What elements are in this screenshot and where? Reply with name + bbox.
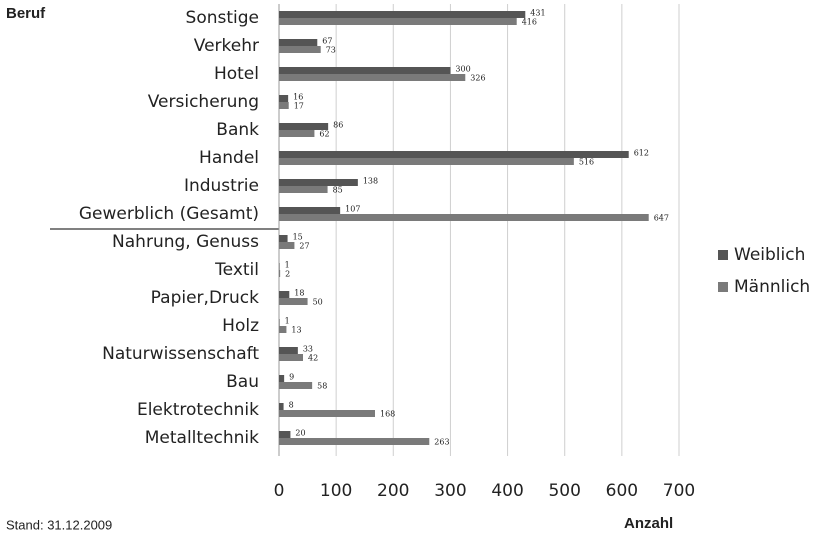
data-label: 73: [326, 46, 336, 55]
x-tick-label: 100: [320, 481, 352, 501]
data-label: 85: [333, 186, 343, 195]
bar: [279, 326, 287, 333]
x-tick-label: 600: [606, 481, 638, 501]
y-tick-label: Metalltechnik: [145, 428, 259, 448]
bar: [279, 186, 328, 193]
bar: [279, 179, 358, 186]
y-tick-label: Nahrung, Genuss: [112, 232, 259, 252]
data-label: 612: [634, 149, 649, 158]
data-label: 13: [291, 326, 301, 335]
data-label: 263: [434, 438, 449, 447]
bar: [279, 375, 285, 382]
bar: [279, 270, 281, 277]
data-label: 58: [317, 382, 327, 391]
x-tick-label: 0: [274, 481, 285, 501]
data-label: 138: [363, 177, 378, 186]
data-label: 50: [313, 298, 323, 307]
y-tick-label: Handel: [199, 148, 259, 168]
x-tick-label: 700: [663, 481, 695, 501]
data-label: 42: [308, 354, 318, 363]
data-label: 18: [294, 289, 304, 298]
bar: [279, 102, 289, 109]
bar: [279, 158, 574, 165]
data-label: 8: [289, 401, 294, 410]
data-label: 27: [299, 242, 309, 251]
x-tick-label: 500: [548, 481, 580, 501]
y-axis-label: Beruf: [6, 5, 46, 22]
bar: [279, 354, 303, 361]
y-tick-label: Versicherung: [148, 92, 259, 112]
data-label: 1: [285, 261, 290, 270]
legend-label: Männlich: [734, 277, 810, 297]
bar: [279, 46, 321, 53]
bar: [279, 18, 517, 25]
bar: [279, 263, 280, 270]
data-label: 647: [654, 214, 669, 223]
data-label: 431: [530, 9, 545, 18]
y-tick-label: Bau: [226, 372, 259, 392]
bar: [279, 67, 451, 74]
bar: [279, 123, 329, 130]
data-label: 17: [294, 102, 304, 111]
y-tick-label: Papier,Druck: [151, 288, 259, 308]
bar: [279, 11, 526, 18]
data-label: 86: [333, 121, 343, 130]
data-label: 107: [345, 205, 360, 214]
legend-label: Weiblich: [734, 245, 805, 265]
data-label: 9: [289, 373, 294, 382]
bar: [279, 438, 430, 445]
x-axis-label: Anzahl: [624, 515, 673, 532]
data-label: 67: [322, 37, 332, 46]
bar: [279, 235, 288, 242]
data-label: 168: [380, 410, 395, 419]
y-tick-label: Textil: [214, 260, 259, 280]
bar: [279, 130, 315, 137]
legend-swatch: [718, 282, 728, 292]
data-label: 20: [295, 429, 305, 438]
note: Stand: 31.12.2009: [6, 517, 112, 532]
y-tick-label: Gewerblich (Gesamt): [79, 204, 259, 224]
y-tick-label: Holz: [222, 316, 259, 336]
bar: [279, 410, 375, 417]
bar: [279, 242, 295, 249]
y-tick-label: Industrie: [184, 176, 259, 196]
y-tick-label: Elektrotechnik: [137, 400, 259, 420]
bar: [279, 382, 313, 389]
legend-swatch: [718, 250, 728, 260]
data-label: 300: [455, 65, 470, 74]
data-label: 516: [579, 158, 594, 167]
y-tick-label: Hotel: [214, 64, 259, 84]
bar: [279, 319, 280, 326]
bar: [279, 403, 284, 410]
y-tick-label: Naturwissenschaft: [102, 344, 259, 364]
bar: [279, 151, 629, 158]
y-tick-label: Bank: [216, 120, 259, 140]
data-label: 62: [319, 130, 329, 139]
data-label: 2: [285, 270, 290, 279]
bar: [279, 207, 341, 214]
data-label: 15: [293, 233, 303, 242]
bar: [279, 214, 649, 221]
bar: [279, 291, 290, 298]
data-label: 326: [470, 74, 485, 83]
data-label: 33: [303, 345, 313, 354]
data-label: 1: [285, 317, 290, 326]
bar: [279, 347, 298, 354]
y-tick-label: Sonstige: [186, 8, 259, 28]
bar: [279, 74, 466, 81]
bar: [279, 431, 291, 438]
bar: [279, 298, 308, 305]
data-label: 416: [522, 18, 537, 27]
bar: [279, 95, 289, 102]
y-tick-label: Verkehr: [194, 36, 259, 56]
data-label: 16: [293, 93, 303, 102]
x-tick-label: 300: [434, 481, 466, 501]
x-tick-label: 200: [377, 481, 409, 501]
bar: [279, 39, 318, 46]
x-tick-label: 400: [491, 481, 523, 501]
